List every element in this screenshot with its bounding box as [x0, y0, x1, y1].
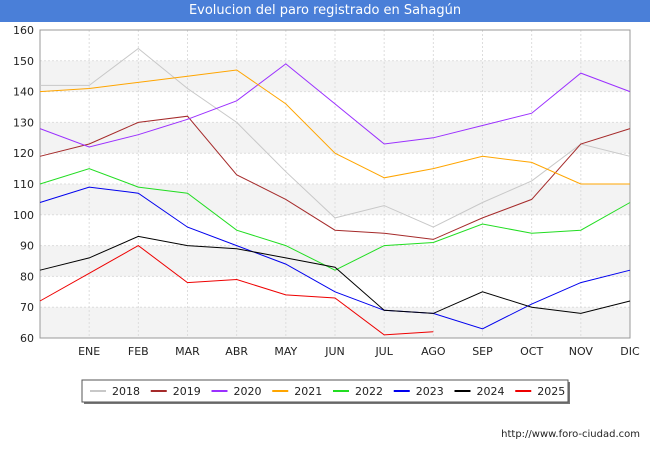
legend-label-2024: 2024 [477, 385, 505, 398]
y-tick-label: 70 [20, 301, 34, 314]
series-line-2023 [39, 186, 631, 330]
y-tick-label: 100 [13, 209, 34, 222]
y-tick-label: 110 [13, 178, 34, 191]
x-tick-label: NOV [569, 345, 594, 358]
series-line-2018 [40, 47, 631, 228]
chart-title: Evolucion del paro registrado en Sahagún [0, 0, 650, 22]
legend-label-2018: 2018 [112, 385, 140, 398]
y-tick-label: 120 [13, 147, 34, 160]
y-tick-label: 160 [13, 24, 34, 37]
y-tick-label: 140 [13, 86, 34, 99]
y-tick-label: 80 [20, 270, 34, 283]
series-line-2024 [39, 235, 631, 314]
x-tick-label: FEB [128, 345, 149, 358]
series-line-2021 [39, 69, 630, 185]
y-tick-label: 130 [13, 116, 34, 129]
y-tick-label: 60 [20, 332, 34, 345]
series-line-2025 [39, 245, 434, 336]
legend-label-2023: 2023 [416, 385, 444, 398]
x-tick-label: SEP [472, 345, 493, 358]
x-tick-label: ABR [225, 345, 248, 358]
legend-label-2021: 2021 [294, 385, 322, 398]
x-tick-label: ENE [78, 345, 100, 358]
y-tick-label: 90 [20, 240, 34, 253]
x-tick-label: OCT [520, 345, 543, 358]
legend-box [81, 379, 569, 403]
x-tick-label: JUN [324, 345, 345, 358]
series-line-2020 [39, 63, 631, 148]
legend-label-2025: 2025 [537, 385, 565, 398]
x-tick-label: DIC [620, 345, 640, 358]
legend-label-2022: 2022 [355, 385, 383, 398]
y-tick-label: 150 [13, 55, 34, 68]
x-tick-label: MAY [274, 345, 297, 358]
x-tick-label: JUL [374, 345, 393, 358]
source-url[interactable]: http://www.foro-ciudad.com [501, 429, 640, 440]
x-tick-label: MAR [175, 345, 200, 358]
series-line-2022 [39, 168, 631, 271]
x-tick-label: AGO [421, 345, 446, 358]
legend-label-2019: 2019 [173, 385, 201, 398]
legend-label-2020: 2020 [234, 385, 262, 398]
series-line-2019 [39, 115, 631, 240]
